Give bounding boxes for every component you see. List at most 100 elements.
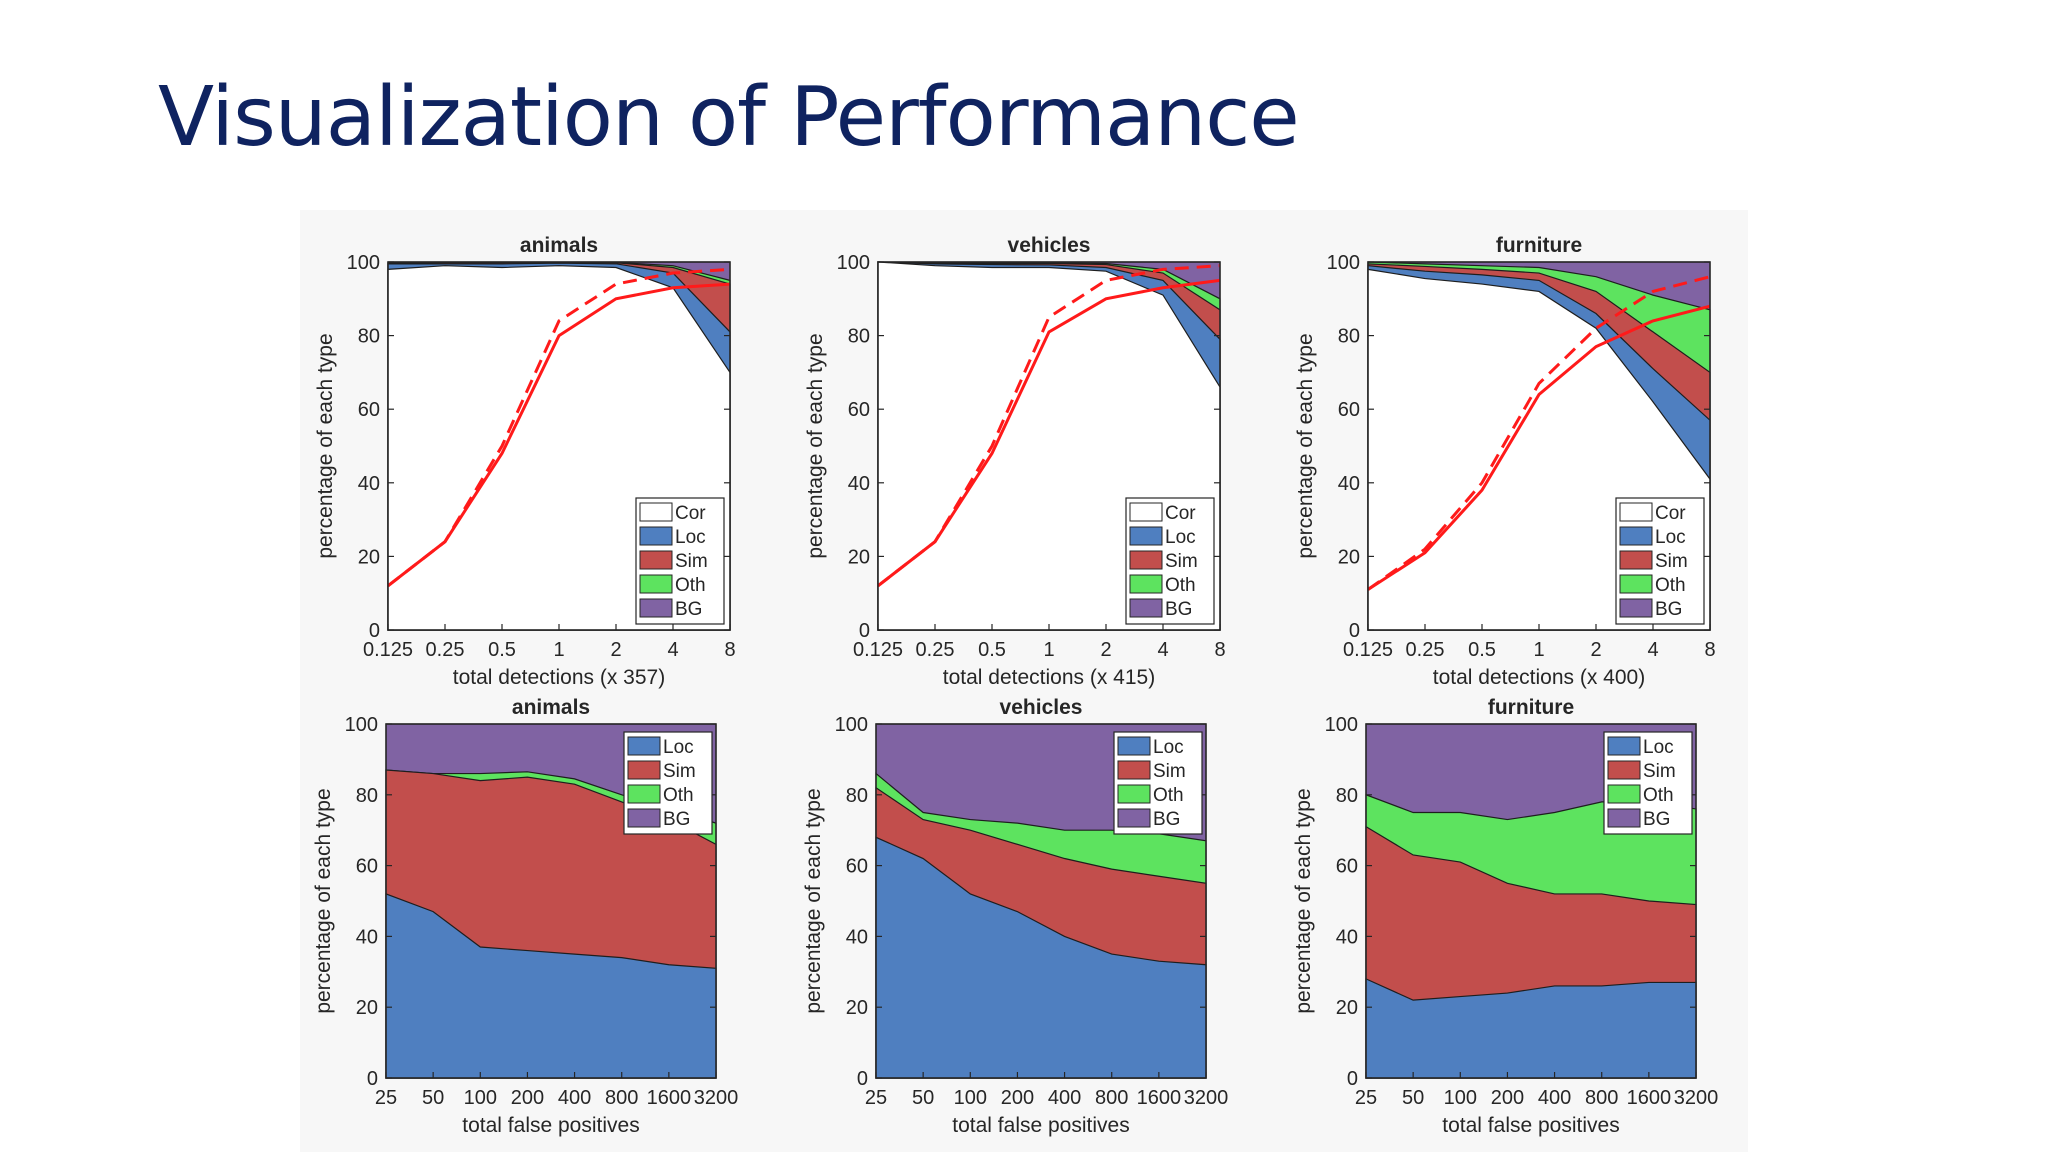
y-tick-label: 0 bbox=[1349, 620, 1360, 642]
legend: Cor Loc Sim Oth BG bbox=[1125, 497, 1215, 625]
y-axis-label: percentage of each type bbox=[1294, 333, 1317, 558]
legend-label-bg: BG bbox=[1165, 599, 1192, 620]
y-tick-label: 80 bbox=[848, 326, 870, 348]
legend-swatch-oth bbox=[627, 784, 661, 804]
slide-title: Visualization of Performance bbox=[158, 70, 1300, 165]
x-tick-label: 8 bbox=[1704, 639, 1715, 661]
legend-swatch-loc bbox=[639, 526, 673, 546]
figure-panel: 0 20 40 60 80 100 0.125 0.25 0.5 1 2 4 8 animals total… bbox=[300, 210, 1748, 1152]
y-axis-label: percentage of each type bbox=[804, 333, 827, 558]
chart-title: furniture bbox=[1496, 234, 1582, 257]
x-tick-label: 200 bbox=[1491, 1087, 1524, 1109]
legend-swatch-loc bbox=[1129, 526, 1163, 546]
y-tick-label: 100 bbox=[837, 252, 870, 274]
x-tick-label: 0.5 bbox=[488, 639, 516, 661]
x-tick-label: 100 bbox=[1444, 1087, 1477, 1109]
recall-curve-dashed bbox=[877, 264, 1221, 588]
x-tick-label: 0.5 bbox=[1468, 639, 1496, 661]
y-tick-label: 40 bbox=[1338, 473, 1360, 495]
x-tick-label: 0.125 bbox=[363, 639, 413, 661]
legend: Loc Sim Oth BG bbox=[623, 731, 713, 835]
x-tick-label: 400 bbox=[558, 1087, 591, 1109]
legend: Loc Sim Oth BG bbox=[1113, 731, 1203, 835]
y-tick-label: 40 bbox=[356, 926, 378, 948]
legend-label-sim: Sim bbox=[1643, 761, 1676, 782]
legend-swatch-loc bbox=[1619, 526, 1653, 546]
y-tick-label: 80 bbox=[1336, 785, 1358, 807]
legend-label-bg: BG bbox=[1153, 809, 1180, 830]
y-tick-label: 0 bbox=[1347, 1068, 1358, 1090]
x-tick-label: 100 bbox=[464, 1087, 497, 1109]
chart-5: 0 20 40 60 80 100 25 50 100 200 400 800 1600 3200 vehi… bbox=[802, 696, 1228, 1137]
legend-label-oth: Oth bbox=[1643, 785, 1674, 806]
x-tick-label: 3200 bbox=[1674, 1087, 1719, 1109]
legend-label-oth: Oth bbox=[1153, 785, 1184, 806]
legend-label-oth: Oth bbox=[675, 575, 706, 596]
x-axis-label: total detections (x 415) bbox=[943, 666, 1155, 689]
y-tick-label: 60 bbox=[358, 399, 380, 421]
y-tick-label: 40 bbox=[1336, 926, 1358, 948]
legend-swatch-bg bbox=[1117, 808, 1151, 828]
x-tick-label: 8 bbox=[1214, 639, 1225, 661]
legend-swatch-oth bbox=[639, 574, 673, 594]
x-tick-label: 0.125 bbox=[853, 639, 903, 661]
chart-title: vehicles bbox=[1000, 696, 1083, 719]
chart-title: furniture bbox=[1488, 696, 1574, 719]
x-tick-label: 200 bbox=[511, 1087, 544, 1109]
y-tick-label: 60 bbox=[846, 856, 868, 878]
y-axis-label: percentage of each type bbox=[1292, 788, 1315, 1013]
legend-label-cor: Cor bbox=[1165, 503, 1196, 524]
legend-swatch-loc bbox=[1607, 736, 1641, 756]
axes-frame bbox=[1365, 723, 1697, 1079]
x-tick-label: 25 bbox=[375, 1087, 397, 1109]
x-tick-label: 1 bbox=[1043, 639, 1054, 661]
y-tick-label: 80 bbox=[358, 326, 380, 348]
x-axis-label: total false positives bbox=[462, 1114, 639, 1137]
y-tick-label: 0 bbox=[859, 620, 870, 642]
recall-curve-solid bbox=[1367, 304, 1711, 591]
x-axis-label: total detections (x 400) bbox=[1433, 666, 1645, 689]
legend-label-loc: Loc bbox=[1153, 737, 1184, 758]
chart-title: vehicles bbox=[1008, 234, 1091, 257]
y-axis-label: percentage of each type bbox=[802, 788, 825, 1013]
legend-label-loc: Loc bbox=[1643, 737, 1674, 758]
x-tick-label: 400 bbox=[1538, 1087, 1571, 1109]
x-tick-label: 1600 bbox=[647, 1087, 692, 1109]
y-tick-label: 20 bbox=[356, 997, 378, 1019]
x-tick-label: 800 bbox=[1585, 1087, 1618, 1109]
legend-label-cor: Cor bbox=[675, 503, 706, 524]
legend-label-sim: Sim bbox=[1165, 551, 1198, 572]
x-tick-label: 400 bbox=[1048, 1087, 1081, 1109]
y-tick-label: 60 bbox=[1336, 856, 1358, 878]
x-tick-label: 2 bbox=[1590, 639, 1601, 661]
y-tick-label: 0 bbox=[367, 1068, 378, 1090]
y-tick-label: 80 bbox=[356, 785, 378, 807]
x-tick-label: 50 bbox=[422, 1087, 444, 1109]
x-tick-label: 2 bbox=[610, 639, 621, 661]
y-tick-label: 20 bbox=[1338, 546, 1360, 568]
legend-label-bg: BG bbox=[675, 599, 702, 620]
y-tick-label: 0 bbox=[369, 620, 380, 642]
x-tick-label: 2 bbox=[1100, 639, 1111, 661]
chart-1: 0 20 40 60 80 100 0.125 0.25 0.5 1 2 4 8 animals total… bbox=[314, 234, 736, 689]
x-tick-label: 800 bbox=[605, 1087, 638, 1109]
legend-label-oth: Oth bbox=[1655, 575, 1686, 596]
chart-3: 0 20 40 60 80 100 0.125 0.25 0.5 1 2 4 8 furniture tot… bbox=[1294, 234, 1716, 689]
legend-swatch-sim bbox=[1619, 550, 1653, 570]
legend-swatch-oth bbox=[1607, 784, 1641, 804]
legend-swatch-sim bbox=[627, 760, 661, 780]
legend-label-bg: BG bbox=[1643, 809, 1670, 830]
recall-curve-dashed bbox=[387, 267, 731, 588]
chart-title: animals bbox=[512, 696, 590, 719]
y-axis-label: percentage of each type bbox=[314, 333, 337, 558]
legend-label-oth: Oth bbox=[1165, 575, 1196, 596]
y-tick-label: 80 bbox=[1338, 326, 1360, 348]
y-tick-label: 40 bbox=[848, 473, 870, 495]
legend-label-cor: Cor bbox=[1655, 503, 1686, 524]
legend-swatch-oth bbox=[1117, 784, 1151, 804]
legend-swatch-cor bbox=[1619, 502, 1653, 522]
legend-swatch-sim bbox=[1117, 760, 1151, 780]
x-tick-label: 1600 bbox=[1627, 1087, 1672, 1109]
y-tick-label: 100 bbox=[347, 252, 380, 274]
